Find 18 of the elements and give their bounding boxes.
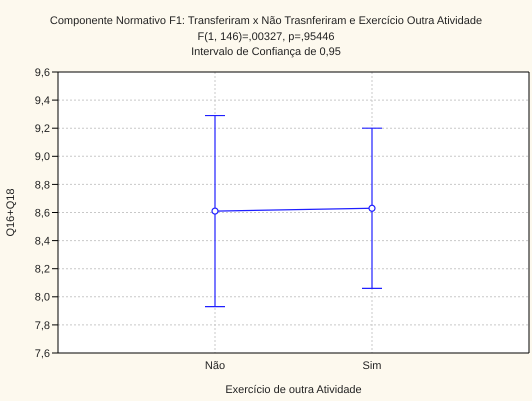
y-tick-label: 9,0: [34, 151, 50, 164]
y-tick-label: 8,2: [34, 264, 50, 276]
chart-subtitle: F(1, 146)=,00327, p=,95446: [196, 30, 336, 44]
y-tick-label: 9,6: [34, 66, 50, 79]
y-tick-label: 8,4: [34, 236, 50, 248]
y-axis-title: Q16+Q18: [4, 188, 17, 237]
y-tick-label: 9,2: [34, 123, 50, 136]
y-tick-label: 7,6: [34, 348, 50, 360]
y-tick-label: 8,8: [34, 179, 50, 192]
x-tick-label: Sim: [362, 360, 382, 372]
y-tick-label: 8,0: [34, 292, 50, 304]
chart-title: Componente Normativo F1: Transferiram x Não Trasnferiram e Exercício Outra Atividade: [48, 14, 484, 29]
y-tick-label: 7,8: [34, 320, 50, 332]
text: Intervalo de Confiança de 0,95: [190, 45, 342, 60]
x-axis-title: Exercício de outra Atividade: [225, 384, 362, 396]
y-tick-label: 9,4: [34, 95, 50, 108]
y-tick-label: 8,6: [34, 207, 50, 220]
x-tick-label: Não: [204, 360, 226, 372]
